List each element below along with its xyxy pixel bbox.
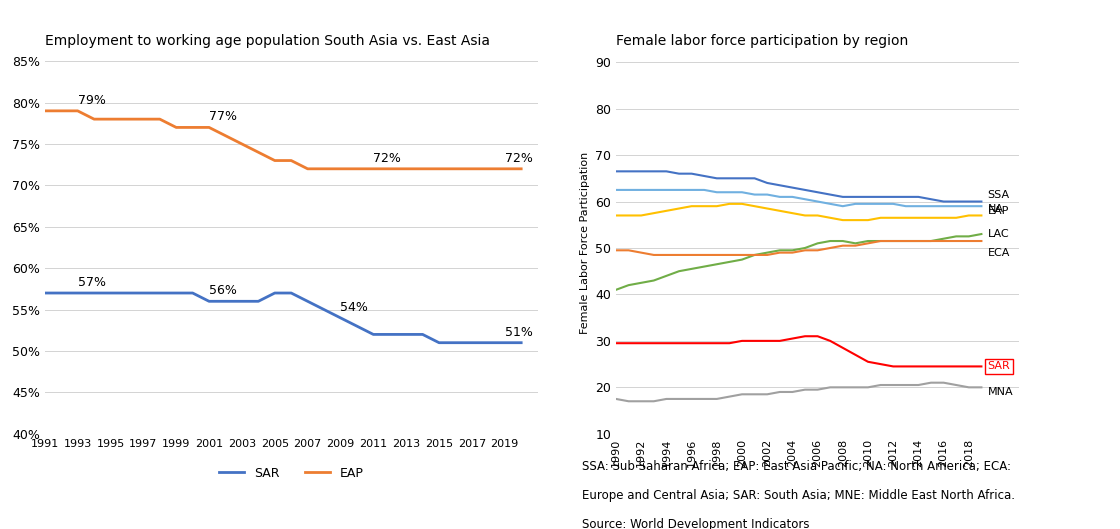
SAR xyxy=(465,340,478,346)
SAR xyxy=(104,290,118,296)
SAR xyxy=(383,331,396,338)
Text: ECA: ECA xyxy=(988,248,1010,258)
Text: 56%: 56% xyxy=(209,284,237,297)
Text: 51%: 51% xyxy=(505,325,533,339)
EAP xyxy=(351,166,364,172)
Y-axis label: Female Labor Force Participation: Female Labor Force Participation xyxy=(579,152,589,334)
SAR xyxy=(284,290,298,296)
EAP xyxy=(284,157,298,163)
EAP xyxy=(498,166,512,172)
EAP xyxy=(186,124,199,131)
Text: 57%: 57% xyxy=(77,276,105,289)
SAR xyxy=(449,340,463,346)
SAR xyxy=(38,290,52,296)
SAR xyxy=(432,340,446,346)
EAP xyxy=(120,116,133,122)
EAP xyxy=(235,141,249,147)
SAR xyxy=(301,298,315,305)
EAP xyxy=(317,166,330,172)
EAP xyxy=(38,108,52,114)
SAR xyxy=(186,290,199,296)
SAR xyxy=(169,290,183,296)
SAR xyxy=(153,290,167,296)
Text: Employment to working age population South Asia vs. East Asia: Employment to working age population Sou… xyxy=(45,33,489,48)
EAP xyxy=(218,133,232,139)
SAR xyxy=(400,331,413,338)
SAR xyxy=(482,340,495,346)
SAR xyxy=(317,306,330,313)
Legend: SAR, EAP: SAR, EAP xyxy=(214,462,368,485)
SAR xyxy=(55,290,68,296)
EAP xyxy=(514,166,528,172)
EAP xyxy=(366,166,380,172)
Text: 72%: 72% xyxy=(505,152,533,165)
SAR xyxy=(366,331,380,338)
Text: SAR: SAR xyxy=(988,361,1010,371)
EAP xyxy=(55,108,68,114)
SAR xyxy=(334,315,347,321)
EAP xyxy=(252,149,265,156)
EAP xyxy=(465,166,478,172)
Text: SSA: Sub Saharan Africa; EAP: East Asia Pacific; NA: North America; ECA:: SSA: Sub Saharan Africa; EAP: East Asia … xyxy=(582,460,1011,473)
SAR xyxy=(498,340,512,346)
EAP xyxy=(153,116,167,122)
EAP xyxy=(383,166,396,172)
Text: Female labor force participation by region: Female labor force participation by regi… xyxy=(616,33,908,48)
EAP xyxy=(301,166,315,172)
SAR xyxy=(71,290,84,296)
EAP xyxy=(169,124,183,131)
EAP xyxy=(449,166,463,172)
SAR xyxy=(137,290,150,296)
EAP xyxy=(203,124,216,131)
SAR xyxy=(203,298,216,305)
SAR xyxy=(235,298,249,305)
Text: Europe and Central Asia; SAR: South Asia; MNE: Middle East North Africa.: Europe and Central Asia; SAR: South Asia… xyxy=(582,489,1016,503)
Text: SSA: SSA xyxy=(988,189,1010,199)
EAP xyxy=(400,166,413,172)
Text: EAP: EAP xyxy=(988,206,1009,216)
SAR xyxy=(120,290,133,296)
EAP xyxy=(432,166,446,172)
SAR xyxy=(416,331,429,338)
SAR xyxy=(514,340,528,346)
SAR xyxy=(218,298,232,305)
Text: 72%: 72% xyxy=(373,152,401,165)
Text: NA: NA xyxy=(988,204,1004,214)
Line: SAR: SAR xyxy=(45,293,521,343)
SAR xyxy=(252,298,265,305)
EAP xyxy=(268,157,281,163)
Text: Source: World Development Indicators: Source: World Development Indicators xyxy=(582,518,810,529)
SAR xyxy=(351,323,364,330)
Line: EAP: EAP xyxy=(45,111,521,169)
Text: 77%: 77% xyxy=(209,110,237,123)
EAP xyxy=(104,116,118,122)
EAP xyxy=(334,166,347,172)
Text: 79%: 79% xyxy=(77,94,105,107)
SAR xyxy=(87,290,101,296)
EAP xyxy=(71,108,84,114)
EAP xyxy=(416,166,429,172)
Text: LAC: LAC xyxy=(988,229,1009,239)
EAP xyxy=(87,116,101,122)
SAR xyxy=(268,290,281,296)
EAP xyxy=(137,116,150,122)
Text: 54%: 54% xyxy=(340,300,368,314)
EAP xyxy=(482,166,495,172)
Text: MNA: MNA xyxy=(988,387,1014,397)
